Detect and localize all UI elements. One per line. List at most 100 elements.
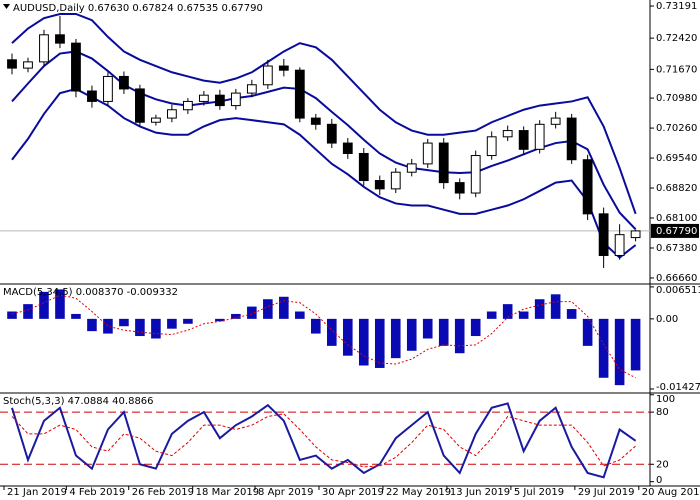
- y-tick-label: 0.68820: [656, 183, 697, 194]
- macd-bar: [151, 318, 161, 339]
- x-tick-label: 4 Feb 2019: [69, 487, 125, 498]
- macd-bar: [247, 306, 257, 319]
- macd-bar: [231, 313, 241, 319]
- y-tick-label: 0.72420: [656, 33, 697, 44]
- y-tick-label: 0.70260: [656, 123, 697, 134]
- candle-body: [390, 171, 401, 190]
- macd-bar: [295, 311, 305, 319]
- candle-body: [7, 59, 17, 69]
- macd-bar: [550, 294, 561, 319]
- macd-bar: [486, 311, 497, 319]
- x-tick-label: 18 Mar 2019: [196, 487, 259, 498]
- last-price-box: [651, 223, 699, 238]
- indicator-title: Stoch(5,3,3) 47.0884 40.8866: [3, 396, 154, 407]
- macd-bar: [215, 318, 225, 322]
- x-tick-label: 13 Jun 2019: [450, 487, 510, 498]
- macd-bar: [342, 318, 353, 356]
- macd-bar: [630, 318, 641, 371]
- macd-bar: [502, 304, 513, 319]
- bollinger-band: [11, 50, 637, 230]
- candle-body: [278, 65, 289, 71]
- chart-title: AUDUSD,Daily 0.67630 0.67824 0.67535 0.6…: [13, 3, 263, 14]
- x-tick-label: 21 Jan 2019: [7, 487, 67, 498]
- candle-body: [486, 136, 497, 157]
- candle-body: [614, 234, 625, 256]
- candle-body: [342, 142, 353, 154]
- macd-bar: [470, 318, 481, 337]
- x-tick-label: 8 Apr 2019: [258, 487, 313, 498]
- macd-bar: [71, 313, 81, 319]
- macd-bar: [438, 318, 449, 346]
- candle-body: [246, 84, 257, 94]
- candle-body: [182, 100, 193, 111]
- x-tick-label: 22 May 2019: [386, 487, 451, 498]
- candle-body: [358, 152, 369, 182]
- last-price-label: 0.67790: [656, 226, 697, 237]
- candle-body: [214, 94, 225, 107]
- macd-bar: [326, 318, 337, 346]
- bollinger-band: [11, 87, 637, 259]
- indicator-title: MACD(5,34,5) 0.008370 -0.009332: [3, 287, 178, 298]
- candle-body: [151, 117, 161, 123]
- macd-bar: [582, 318, 593, 346]
- candle-body: [406, 163, 417, 173]
- stoch-signal: [11, 413, 636, 468]
- macd-bar: [167, 318, 177, 329]
- macd-bar: [598, 318, 609, 378]
- candle-body: [326, 123, 337, 144]
- candle-body: [230, 92, 241, 107]
- macd-bar: [87, 318, 97, 332]
- y-tick-label: -0.014279: [656, 382, 700, 393]
- candle-body: [470, 155, 481, 194]
- candle-body: [71, 42, 81, 92]
- y-tick-label: 0.69540: [656, 153, 697, 164]
- macd-bar: [135, 318, 145, 337]
- macd-bar: [422, 318, 433, 339]
- candle-body: [55, 34, 65, 44]
- candle-body: [502, 130, 513, 138]
- candle-body: [374, 180, 385, 190]
- x-tick-label: 5 Jul 2019: [514, 487, 564, 498]
- macd-bar: [279, 296, 289, 319]
- y-tick-label: 0.68100: [656, 213, 697, 224]
- macd-bar: [358, 318, 369, 366]
- candle-body: [566, 117, 577, 161]
- candle-body: [534, 123, 545, 150]
- y-tick-label: 0: [656, 475, 662, 486]
- macd-bar: [534, 299, 545, 319]
- candle-body: [294, 69, 305, 119]
- y-tick-label: 0.73191: [656, 1, 697, 12]
- candle-body: [422, 142, 433, 165]
- y-tick-label: 0.00: [656, 314, 678, 325]
- x-tick-label: 29 Jul 2019: [578, 487, 635, 498]
- macd-bar: [7, 311, 17, 319]
- x-tick-label: 30 Apr 2019: [322, 487, 384, 498]
- macd-bar: [39, 291, 49, 319]
- candle-body: [119, 75, 129, 90]
- y-tick-label: 0.006511: [656, 285, 700, 296]
- symbol-marker: [3, 4, 10, 9]
- candle-body: [166, 109, 177, 119]
- macd-bar: [183, 318, 193, 324]
- candle-body: [630, 230, 641, 239]
- bollinger-band: [11, 12, 637, 215]
- candle-body: [582, 159, 593, 215]
- macd-bar: [311, 318, 321, 334]
- macd-bar: [55, 289, 65, 319]
- macd-bar: [406, 318, 417, 351]
- candle-body: [135, 88, 145, 123]
- candle-body: [454, 182, 465, 194]
- macd-bar: [374, 318, 385, 368]
- candle-body: [310, 117, 321, 125]
- y-tick-label: 80: [656, 407, 669, 418]
- x-tick-label: 26 Feb 2019: [132, 487, 194, 498]
- candle-body: [598, 213, 609, 256]
- macd-bar: [614, 318, 625, 386]
- y-tick-label: 20: [656, 459, 669, 470]
- macd-bar: [566, 309, 577, 319]
- y-tick-label: 0.67380: [656, 243, 697, 254]
- candle-body: [262, 65, 273, 86]
- y-tick-label: 0.66660: [656, 273, 697, 284]
